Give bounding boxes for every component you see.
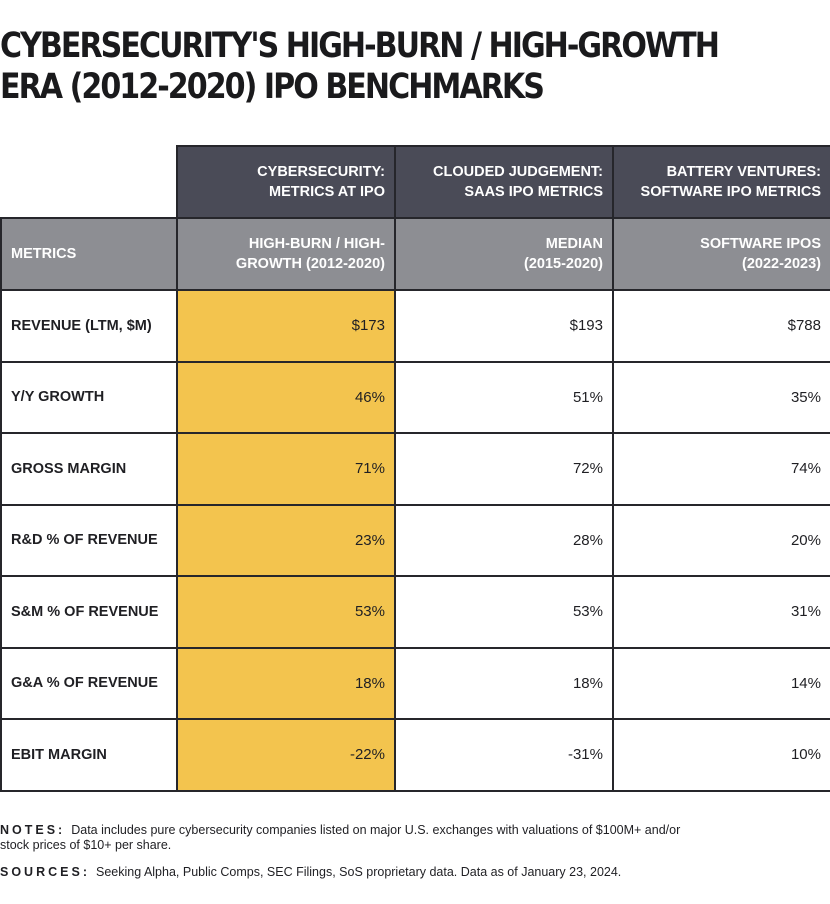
cybersecurity-value: $173 (176, 289, 396, 363)
metrics-column-header: METRICS (0, 217, 178, 291)
saas-median-value: -31% (394, 718, 614, 792)
metric-name: R&D % OF REVENUE (0, 503, 178, 577)
metric-name: EBIT MARGIN (0, 718, 178, 792)
software-ipos-value: 74% (612, 432, 830, 506)
sources-footnote: SOURCES: Seeking Alpha, Public Comps, SEC… (0, 865, 760, 880)
software-ipos-value: 20% (612, 503, 830, 577)
metric-name: G&A % OF REVENUE (0, 646, 178, 720)
saas-median-value: 51% (394, 360, 614, 434)
table-row: EBIT MARGIN -22% -31% 10% (0, 718, 830, 792)
software-ipos-value: 10% (612, 718, 830, 792)
page-title-line-2: ERA (2012-2020) IPO BENCHMARKS (0, 67, 545, 107)
table-row: GROSS MARGIN 71% 72% 74% (0, 432, 830, 506)
sub-header-high-burn: HIGH-BURN / HIGH- GROWTH (2012-2020) (176, 217, 396, 291)
saas-median-value: 28% (394, 503, 614, 577)
sub-header-row: METRICS HIGH-BURN / HIGH- GROWTH (2012-2… (0, 217, 830, 291)
metric-name: S&M % OF REVENUE (0, 575, 178, 649)
cybersecurity-value: 18% (176, 646, 396, 720)
page-title-line-1: CYBERSECURITY'S HIGH-BURN / HIGH-GROWTH (0, 26, 720, 66)
metric-name: Y/Y GROWTH (0, 360, 178, 434)
table-row: S&M % OF REVENUE 53% 53% 31% (0, 575, 830, 649)
sub-header-median: MEDIAN (2015-2020) (394, 217, 614, 291)
table-row: G&A % OF REVENUE 18% 18% 14% (0, 646, 830, 720)
table-row: R&D % OF REVENUE 23% 28% 20% (0, 503, 830, 577)
cybersecurity-value: -22% (176, 718, 396, 792)
group-header-cybersecurity: CYBERSECURITY: METRICS AT IPO (176, 145, 396, 219)
notes-label: NOTES: (0, 823, 66, 837)
group-header-clouded-judgement: CLOUDED JUDGEMENT: SAAS IPO METRICS (394, 145, 614, 219)
saas-median-value: 53% (394, 575, 614, 649)
cybersecurity-value: 71% (176, 432, 396, 506)
table-row: Y/Y GROWTH 46% 51% 35% (0, 360, 830, 434)
software-ipos-value: 31% (612, 575, 830, 649)
software-ipos-value: 14% (612, 646, 830, 720)
sources-text: Seeking Alpha, Public Comps, SEC Filings… (95, 865, 622, 879)
metric-name: REVENUE (LTM, $M) (0, 289, 178, 363)
group-header-battery-ventures: BATTERY VENTURES: SOFTWARE IPO METRICS (612, 145, 830, 219)
group-header-row: CYBERSECURITY: METRICS AT IPO CLOUDED JU… (0, 145, 830, 219)
benchmark-table: CYBERSECURITY: METRICS AT IPO CLOUDED JU… (0, 145, 830, 792)
cybersecurity-value: 23% (176, 503, 396, 577)
cybersecurity-value: 46% (176, 360, 396, 434)
blank-corner-cell (0, 145, 178, 219)
sub-header-software-ipos: SOFTWARE IPOS (2022-2023) (612, 217, 830, 291)
table-row: REVENUE (LTM, $M) $173 $193 $788 (0, 289, 830, 363)
saas-median-value: 18% (394, 646, 614, 720)
cybersecurity-value: 53% (176, 575, 396, 649)
notes-text: Data includes pure cybersecurity compani… (0, 823, 681, 852)
software-ipos-value: 35% (612, 360, 830, 434)
software-ipos-value: $788 (612, 289, 830, 363)
saas-median-value: $193 (394, 289, 614, 363)
notes-footnote: NOTES: Data includes pure cybersecurity c… (0, 823, 700, 853)
saas-median-value: 72% (394, 432, 614, 506)
page-title: CYBERSECURITY'S HIGH-BURN / HIGH-GROWTH … (0, 26, 720, 108)
metric-name: GROSS MARGIN (0, 432, 178, 506)
sources-label: SOURCES: (0, 865, 90, 879)
